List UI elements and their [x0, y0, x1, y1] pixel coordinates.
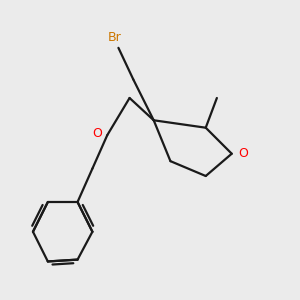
Text: O: O — [238, 147, 248, 160]
Text: O: O — [92, 127, 102, 140]
Text: Br: Br — [108, 31, 122, 44]
